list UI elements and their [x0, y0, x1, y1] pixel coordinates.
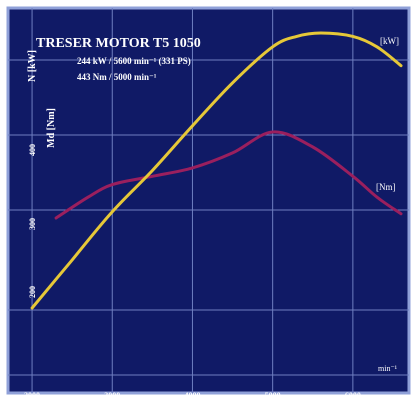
x-tick-label-4000: 4000 — [184, 391, 200, 400]
chart-subtitle-line-2: 443 Nm / 5000 min⁻¹ — [77, 72, 157, 82]
x-tick-label-6000: 6000 — [345, 391, 361, 400]
chart-title: TRESER MOTOR T5 1050 — [36, 36, 201, 51]
x-axis-unit-label: min⁻¹ — [378, 364, 398, 373]
torque-axis-label: Md [Nm] — [46, 108, 57, 148]
left-tick-label-200: 200 — [28, 286, 37, 298]
left-tick-label-300: 300 — [28, 218, 37, 230]
left-tick-label-400: 400 — [28, 144, 37, 156]
torque-series-label: [Nm] — [376, 182, 396, 192]
x-tick-label-3000: 3000 — [104, 391, 120, 400]
chart-subtitle-line-1: 244 kW / 5600 min⁻¹ (331 PS) — [77, 56, 191, 66]
x-tick-label-2000: 2000 — [24, 391, 40, 400]
chart-background — [8, 8, 409, 393]
x-tick-label-5000: 5000 — [265, 391, 281, 400]
power-series-label: [kW] — [380, 36, 399, 46]
power-axis-label: N [kW] — [27, 50, 38, 82]
